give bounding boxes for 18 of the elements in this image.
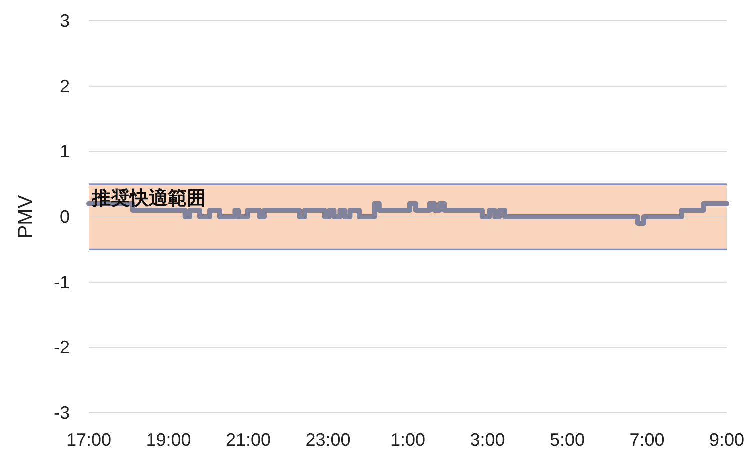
y-tick-label: -2: [54, 338, 70, 358]
x-tick-label: 21:00: [226, 430, 272, 450]
x-tick-label: 3:00: [470, 430, 506, 450]
x-tick-label: 5:00: [550, 430, 586, 450]
x-tick-label: 1:00: [390, 430, 426, 450]
y-axis-title: PMV: [15, 194, 37, 239]
y-tick-label: 1: [60, 142, 70, 162]
y-tick-label: -1: [54, 272, 70, 292]
y-tick-label: 2: [60, 76, 70, 96]
x-tick-label: 23:00: [306, 430, 351, 450]
y-tick-label: 0: [60, 207, 70, 227]
band-label: 推奨快適範囲: [91, 187, 206, 210]
y-tick-label: 3: [60, 11, 70, 31]
y-tick-label: -3: [54, 403, 70, 423]
x-tick-label: 17:00: [66, 430, 112, 450]
x-tick-label: 7:00: [630, 430, 665, 450]
x-tick-label: 9:00: [709, 430, 745, 450]
x-tick-label: 19:00: [146, 430, 192, 450]
